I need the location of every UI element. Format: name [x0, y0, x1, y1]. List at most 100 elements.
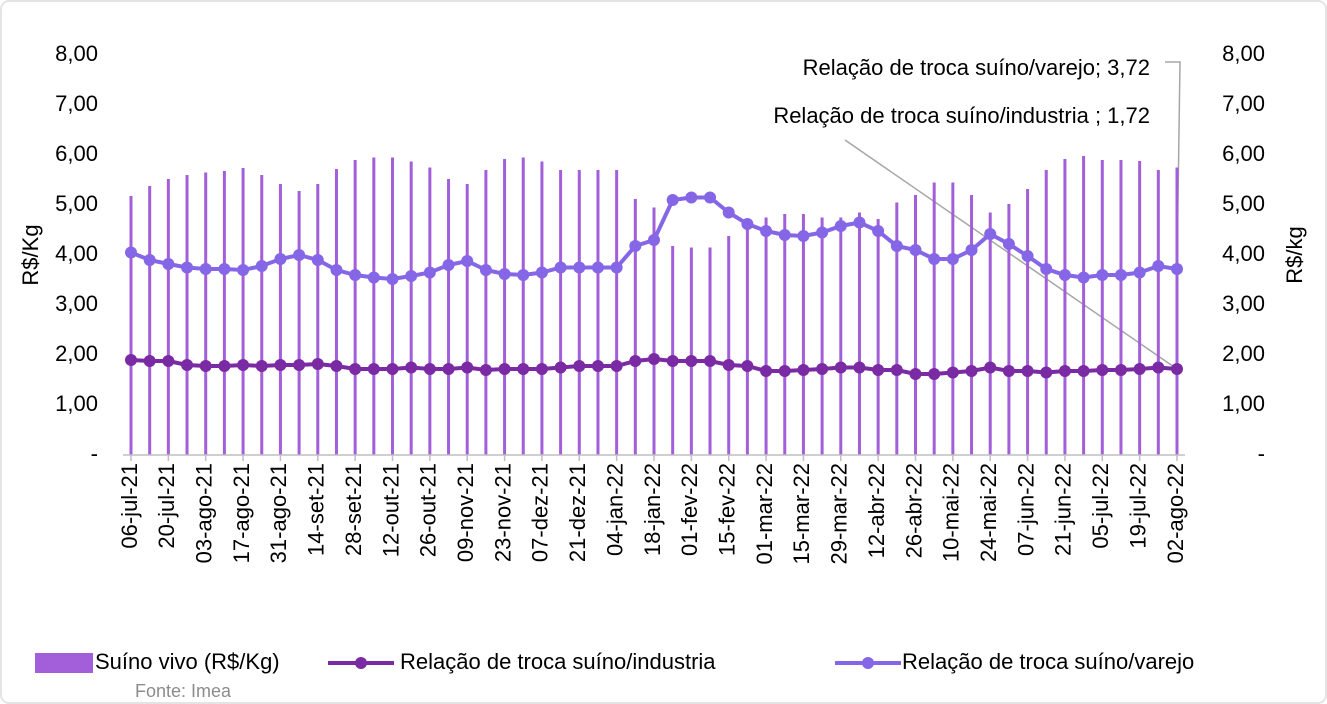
marker [311, 254, 324, 266]
marker [629, 240, 642, 252]
x-tick-label: 24-mai-22 [976, 463, 1001, 562]
bar [839, 217, 843, 455]
bar [708, 247, 712, 455]
x-tick-label: 26-abr-22 [901, 463, 926, 558]
bar [521, 157, 525, 455]
marker [143, 355, 156, 367]
bar [222, 171, 226, 455]
marker [293, 359, 306, 371]
annotation: Relação de troca suíno/varejo; 3,72 [803, 55, 1150, 80]
marker [330, 360, 343, 372]
bar [260, 175, 264, 455]
y2-tick-label: 3,00 [1222, 291, 1265, 316]
bar [1175, 167, 1179, 455]
marker [293, 249, 306, 261]
y-tick-label: 1,00 [55, 391, 98, 416]
marker [479, 264, 492, 276]
bar [1119, 160, 1123, 455]
marker [965, 365, 978, 377]
bar [745, 224, 749, 455]
x-tick-label: 29-mar-22 [827, 463, 852, 564]
marker [778, 229, 791, 241]
marker [143, 254, 156, 266]
marker [704, 355, 717, 367]
bar [391, 157, 394, 455]
bar [876, 219, 880, 455]
marker [554, 361, 567, 374]
bar [1063, 159, 1067, 455]
marker [610, 261, 623, 274]
marker [666, 194, 679, 206]
bar [503, 159, 507, 455]
x-tick-label: 19-jul-22 [1125, 463, 1150, 549]
marker [311, 358, 324, 370]
marker [946, 253, 959, 265]
marker [162, 258, 175, 270]
x-tick-label: 31-ago-21 [266, 463, 291, 563]
y-tick-label: 6,00 [55, 141, 98, 166]
marker [517, 269, 530, 281]
marker [461, 361, 474, 374]
x-tick-label: 28-set-21 [341, 463, 366, 556]
marker [984, 361, 997, 374]
y2-tick-label: 2,00 [1222, 341, 1265, 366]
legend-swatch [355, 657, 367, 669]
bar [596, 170, 600, 455]
y2-tick-label: 8,00 [1222, 41, 1265, 66]
marker [685, 355, 698, 367]
marker [1133, 266, 1146, 279]
bar [353, 160, 357, 455]
bar [652, 207, 656, 455]
y2-tick-label: - [1258, 441, 1265, 466]
x-tick-label: 02-ago-22 [1163, 463, 1188, 563]
marker [479, 364, 492, 376]
bar [297, 191, 301, 455]
marker [1040, 263, 1053, 275]
y-tick-label: - [91, 441, 98, 466]
annotation: Relação de troca suíno/industria ; 1,72 [773, 103, 1150, 128]
bar [783, 214, 787, 455]
bar [316, 184, 320, 455]
marker [1058, 269, 1071, 281]
bar [727, 236, 731, 455]
bar [129, 196, 133, 455]
y2-tick-label: 6,00 [1222, 141, 1265, 166]
bar [951, 182, 955, 455]
marker [797, 364, 810, 376]
marker [1058, 365, 1071, 377]
bar [484, 170, 488, 455]
marker [872, 364, 885, 376]
x-tick-label: 07-jun-22 [1013, 463, 1038, 556]
bar [914, 195, 917, 455]
marker [946, 366, 959, 379]
marker [778, 365, 791, 377]
y2-tick-label: 5,00 [1222, 191, 1265, 216]
marker [405, 270, 418, 282]
x-tick-label: 12-out-21 [378, 463, 403, 557]
marker [928, 253, 941, 265]
x-tick-label: 01-mar-22 [752, 463, 777, 564]
x-tick-label: 06-jul-21 [117, 463, 142, 549]
bar [1100, 160, 1104, 455]
bar [577, 170, 581, 455]
x-tick-label: 18-jan-22 [640, 463, 665, 556]
marker [125, 354, 137, 366]
bar [540, 161, 544, 455]
marker [181, 359, 194, 371]
legend-label: Relação de troca suíno/varejo [902, 649, 1194, 674]
marker [760, 225, 773, 237]
marker [218, 360, 231, 372]
bar [1138, 161, 1142, 455]
marker [274, 359, 287, 371]
marker [760, 365, 773, 377]
y2-tick-label: 1,00 [1222, 391, 1265, 416]
marker [722, 206, 735, 219]
marker [591, 360, 604, 372]
marker [909, 368, 922, 380]
marker [237, 264, 250, 276]
marker [517, 363, 530, 375]
x-tick-label: 15-fev-22 [715, 463, 740, 556]
bar [1044, 170, 1048, 455]
